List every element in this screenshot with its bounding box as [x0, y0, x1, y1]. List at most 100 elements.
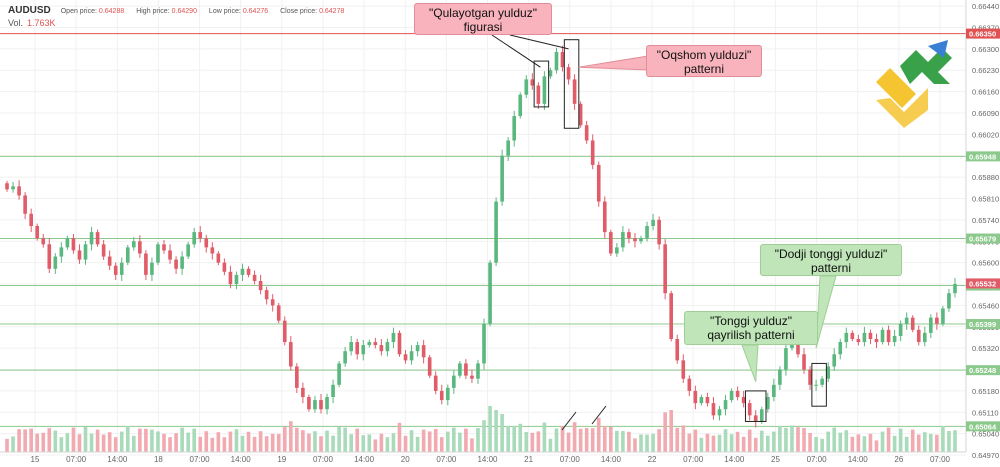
level-price-label: 0.65948: [969, 152, 996, 161]
candle-body: [566, 67, 571, 80]
level-price-tag: [966, 365, 1000, 376]
volume-bar: [856, 434, 861, 452]
low-price-label: Low price:: [208, 8, 241, 15]
candle-body: [530, 79, 535, 86]
volume-bar: [850, 436, 855, 452]
time-tick-label: 14:00: [231, 455, 252, 464]
candle-body: [826, 366, 830, 379]
candle-body: [246, 268, 251, 275]
candle-body: [385, 342, 390, 352]
candle-body: [5, 183, 9, 190]
evening-star-box: [563, 39, 580, 129]
volume-info: Vol. 1.763K: [8, 18, 56, 28]
candle-body: [518, 94, 523, 117]
candle-body: [452, 375, 456, 388]
volume-bars: [5, 406, 957, 452]
level-price-tag: [966, 319, 1000, 330]
candle-body: [778, 369, 782, 385]
volume-bar: [162, 433, 166, 452]
candle-body: [343, 351, 347, 364]
volume-bar: [536, 431, 541, 452]
evening-star-pointer: [578, 55, 649, 71]
candle-body: [59, 247, 64, 257]
volume-arrow-1: [561, 411, 577, 431]
candle-body: [596, 164, 601, 202]
volume-bar: [669, 410, 674, 452]
candle-body: [295, 366, 299, 388]
callout-morning-star-line1: "Tonggi yulduz": [710, 314, 792, 328]
volume-bar: [144, 428, 148, 452]
brand-logo-icon: [876, 40, 952, 128]
volume-bar: [228, 431, 233, 452]
time-tick-label: 07:00: [436, 455, 457, 464]
candle-body: [186, 244, 190, 257]
volume-bar: [814, 437, 818, 452]
candle-body: [264, 290, 269, 300]
time-tick-label: 21: [524, 455, 533, 464]
candle-body: [657, 219, 661, 245]
volume-bar: [470, 438, 474, 452]
volume-bar: [433, 429, 438, 452]
candle-body: [639, 238, 643, 242]
volume-bar: [198, 436, 203, 452]
time-tick-label: 22: [648, 455, 657, 464]
candle-body: [288, 342, 293, 367]
close-price-label: Close price:: [280, 8, 318, 15]
volume-bar: [246, 431, 251, 452]
price-tick-label: 0.64970: [972, 451, 999, 460]
candle-body: [373, 342, 378, 346]
candle-body: [886, 329, 891, 343]
candle-body: [512, 116, 517, 141]
candle-body: [204, 238, 209, 248]
candle-body: [590, 140, 595, 165]
candle-body: [433, 375, 438, 391]
candle-body: [765, 397, 770, 410]
volume-bar: [101, 434, 106, 452]
volume-bar: [675, 427, 680, 452]
candle-body: [687, 378, 692, 391]
volume-bar: [922, 432, 927, 452]
current-price-label: 0.65532: [969, 279, 996, 288]
candle-body: [584, 125, 589, 141]
candle-body: [445, 387, 450, 401]
volume-bar: [935, 434, 939, 452]
candle-body: [681, 360, 686, 379]
volume-bar: [427, 431, 432, 452]
volume-bar: [252, 436, 257, 452]
volume-bar: [301, 430, 305, 452]
candle-body: [379, 345, 384, 352]
time-tick-label: 07:00: [560, 455, 581, 464]
candle-body: [929, 317, 933, 333]
callout-falling-star: "Qulayotgan yulduz" figurasi: [414, 3, 552, 35]
volume-bar: [844, 430, 849, 452]
candle-body: [349, 342, 353, 352]
level-price-tag: [966, 151, 1000, 162]
candle-body: [741, 397, 746, 404]
volume-bar: [741, 436, 746, 452]
volume-bar: [264, 436, 269, 452]
candle-body: [935, 317, 939, 324]
candle-body: [355, 342, 360, 355]
volume-bar: [886, 427, 891, 452]
candle-body: [753, 415, 758, 422]
volume-bar: [953, 430, 957, 452]
candle-body: [898, 323, 903, 336]
volume-bar: [808, 433, 812, 452]
candle-body: [542, 76, 547, 104]
volume-bar: [343, 427, 347, 452]
candle-body: [916, 329, 921, 343]
volume-bar: [874, 440, 879, 452]
candle-body: [458, 363, 462, 376]
level-price-tag: [966, 233, 1000, 244]
callout-evening-star-line1: "Oqshom yulduzi": [656, 48, 752, 62]
volume-bar: [723, 429, 728, 452]
grid-lines: [0, 0, 966, 456]
candle-body: [759, 409, 764, 422]
volume-bar: [596, 417, 601, 452]
callout-doji-morning-star: "Dodji tonggi yulduzi" patterni: [760, 244, 902, 276]
level-lines: [0, 33, 966, 427]
volume-bar: [65, 433, 70, 452]
volume-bar: [258, 431, 263, 452]
price-tick-label: 0.65040: [972, 430, 999, 439]
level-price-label: 0.65248: [969, 366, 996, 375]
